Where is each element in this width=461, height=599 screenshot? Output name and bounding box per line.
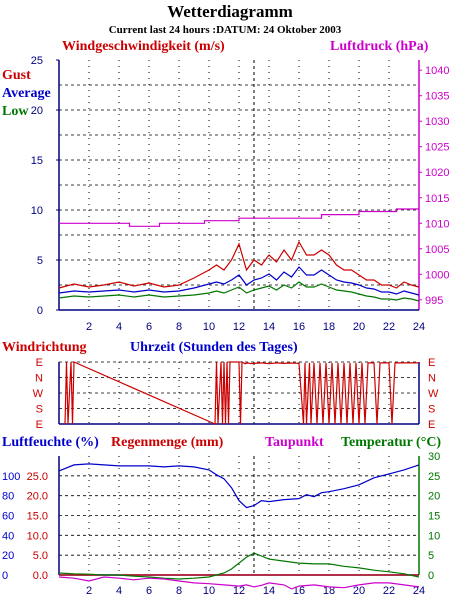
direction-tick-label: W — [33, 388, 44, 400]
temperature-tick-label: 15 — [428, 511, 440, 523]
temperature-axis-label: Temperatur (°C) — [341, 435, 441, 450]
x-tick-label: 10 — [203, 585, 215, 597]
direction-tick-label-right: W — [428, 388, 439, 400]
humidity-tick-label: 40 — [2, 530, 14, 542]
y-tick-label: 20 — [31, 105, 43, 117]
x-tick-label: 16 — [293, 321, 305, 333]
y-tick-label-right: 1030 — [425, 116, 449, 128]
y-tick-label: 0 — [37, 305, 43, 317]
x-tick-label: 18 — [323, 585, 335, 597]
humidity-tick-label: 60 — [2, 511, 14, 523]
direction-tick-label: E — [36, 419, 43, 431]
legend-low: Low — [2, 104, 29, 119]
x-tick-label: 20 — [353, 321, 365, 333]
y-tick-label-right: 1010 — [425, 218, 449, 230]
y-tick-label: 25 — [31, 55, 43, 67]
x-tick-label: 20 — [353, 585, 365, 597]
series-windrichtung — [64, 360, 419, 425]
x-tick-label: 2 — [86, 321, 92, 333]
temperature-tick-label: 25 — [428, 471, 440, 483]
rain-tick-label: 15.0 — [27, 511, 48, 523]
x-tick-label: 4 — [116, 585, 122, 597]
legend-average: Average — [2, 86, 51, 101]
x-tick-label: 8 — [176, 321, 182, 333]
direction-tick-label: E — [36, 357, 43, 369]
x-tick-label: 2 — [86, 585, 92, 597]
x-tick-label: 6 — [146, 585, 152, 597]
time-axis-label: Uhrzeit (Stunden des Tages) — [130, 340, 298, 355]
y-tick-label-right: 1025 — [425, 142, 449, 154]
series-luftdruck — [59, 208, 419, 227]
temperature-tick-label: 5 — [428, 550, 434, 562]
series-average — [58, 266, 420, 296]
direction-tick-label-right: E — [428, 357, 435, 369]
series-luftfeuchte — [58, 463, 420, 509]
y-tick-label-right: 1000 — [425, 269, 449, 281]
y-tick-label-right: 1040 — [425, 65, 449, 77]
x-tick-label: 12 — [233, 585, 245, 597]
y-tick-label-right: 995 — [425, 295, 443, 307]
y-tick-label-right: 1015 — [425, 193, 449, 205]
direction-tick-label: S — [36, 404, 43, 416]
x-tick-label: 8 — [176, 585, 182, 597]
y-tick-label: 5 — [37, 255, 43, 267]
series-low — [58, 281, 420, 302]
rain-axis-label: Regenmenge (mm) — [111, 435, 224, 450]
humidity-tick-label: 80 — [2, 491, 14, 503]
rain-tick-label: 0.0 — [33, 570, 48, 582]
x-tick-label: 24 — [413, 585, 425, 597]
y-tick-label: 10 — [31, 205, 43, 217]
x-tick-label: 18 — [323, 321, 335, 333]
y-tick-label-right: 1020 — [425, 167, 449, 179]
wind-speed-axis-label: Windgeschwindigkeit (m/s) — [62, 39, 225, 54]
rain-tick-label: 25.0 — [27, 471, 48, 483]
temperature-tick-label: 30 — [428, 451, 440, 463]
x-tick-label: 22 — [383, 321, 395, 333]
x-tick-label: 14 — [263, 585, 275, 597]
rain-tick-label: 5.0 — [33, 550, 48, 562]
direction-tick-label-right: S — [428, 404, 435, 416]
temperature-tick-label: 10 — [428, 530, 440, 542]
temperature-tick-label: 0 — [428, 570, 434, 582]
series-taupunkt — [58, 576, 420, 590]
x-tick-label: 14 — [263, 321, 275, 333]
x-tick-label: 24 — [413, 321, 425, 333]
series-gust — [58, 240, 420, 289]
direction-tick-label: N — [35, 373, 43, 385]
series-temperatur — [58, 552, 420, 580]
x-tick-label: 4 — [116, 321, 122, 333]
pressure-axis-label: Luftdruck (hPa) — [330, 39, 429, 54]
x-tick-label: 6 — [146, 321, 152, 333]
direction-tick-label-right: N — [428, 373, 436, 385]
page-title: Wetterdiagramm — [167, 2, 293, 21]
x-tick-label: 12 — [233, 321, 245, 333]
legend-gust: Gust — [2, 68, 31, 83]
dewpoint-label: Taupunkt — [265, 435, 324, 450]
y-tick-label-right: 1035 — [425, 91, 449, 103]
x-tick-label: 16 — [293, 585, 305, 597]
y-tick-label: 15 — [31, 155, 43, 167]
y-tick-label-right: 1005 — [425, 244, 449, 256]
rain-tick-label: 10.0 — [27, 530, 48, 542]
humidity-tick-label: 20 — [2, 550, 14, 562]
x-tick-label: 10 — [203, 321, 215, 333]
x-tick-label: 22 — [383, 585, 395, 597]
rain-tick-label: 20.0 — [27, 491, 48, 503]
direction-tick-label-right: E — [428, 419, 435, 431]
page-subtitle: Current last 24 hours :DATUM: 24 Oktober… — [109, 24, 342, 36]
wind-direction-axis-label: Windrichtung — [2, 340, 87, 355]
humidity-tick-label: 0 — [2, 570, 8, 582]
humidity-tick-label: 100 — [2, 471, 20, 483]
temperature-tick-label: 20 — [428, 491, 440, 503]
humidity-axis-label: Luftfeuchte (%) — [2, 435, 99, 450]
